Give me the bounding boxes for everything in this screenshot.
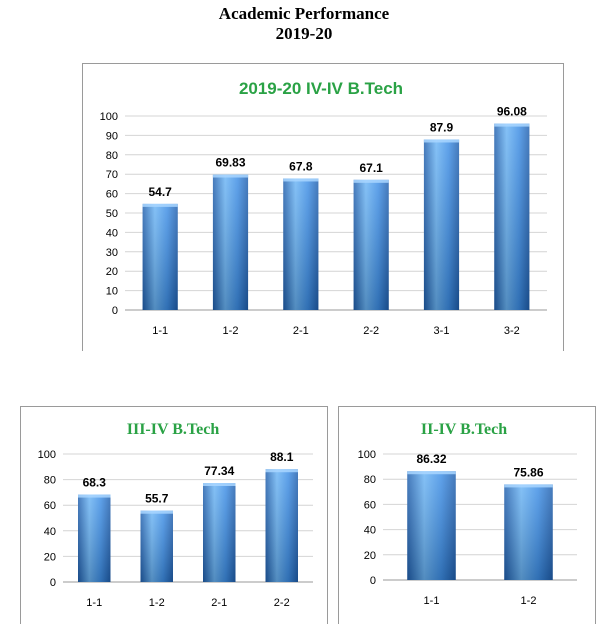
y-tick-label: 100 — [38, 449, 56, 461]
chart-panel-iv-iv: 2019-20 IV-IV B.Tech 0 10 20 30 40 50 60 70 80 90 1… — [82, 63, 564, 351]
x-tick-label: 2-1 — [293, 325, 309, 337]
data-label: 88.1 — [270, 450, 294, 464]
y-tick-label: 70 — [106, 169, 118, 181]
bar-shade — [283, 178, 319, 310]
chart-title: 2019-20 IV-IV B.Tech — [239, 79, 403, 98]
x-tick-label: 3-2 — [504, 325, 520, 337]
bar-shade — [407, 471, 456, 580]
bar-shade — [504, 484, 553, 580]
y-tick-label: 100 — [358, 449, 376, 461]
bar-top — [142, 203, 178, 207]
chart-title: II-IV B.Tech — [421, 421, 507, 438]
y-tick-label: 60 — [364, 499, 376, 511]
y-tick-label: 80 — [364, 474, 376, 486]
bar-shade — [142, 203, 178, 310]
y-tick-label: 80 — [106, 150, 118, 162]
data-label: 77.34 — [204, 464, 234, 478]
data-label: 75.86 — [513, 465, 543, 479]
x-tick-label: 1-1 — [424, 595, 440, 607]
bar-top — [203, 483, 236, 487]
chart-iv-iv: 2019-20 IV-IV B.Tech 0 10 20 30 40 50 60 70 80 90 1… — [100, 79, 547, 337]
bar-shade — [423, 139, 460, 310]
bar-top — [140, 510, 173, 514]
bar-top — [494, 123, 530, 127]
bar-shade — [212, 174, 249, 310]
bar-shade — [265, 469, 298, 582]
x-tick-label: 1-1 — [152, 325, 168, 337]
y-tick-label: 0 — [50, 577, 56, 589]
y-tick-label: 40 — [364, 525, 376, 537]
bar-top — [423, 139, 460, 143]
chart-iii-iv: III-IV B.Tech 0 20 40 60 80 100 68.3 1-1 55.7 1-2 7… — [38, 421, 313, 609]
chart-panel-ii-iv: II-IV B.Tech 0 20 40 60 80 100 86.32 1-1 75.86 1-2 — [338, 406, 596, 624]
chart-ii-iv: II-IV B.Tech 0 20 40 60 80 100 86.32 1-1 75.86 1-2 — [358, 421, 577, 607]
x-tick-label: 1-1 — [86, 597, 102, 609]
bar-top — [212, 174, 249, 178]
data-label: 54.7 — [148, 185, 172, 199]
y-tick-label: 0 — [370, 575, 376, 587]
y-tick-label: 60 — [106, 189, 118, 201]
y-tick-label: 10 — [106, 286, 118, 298]
bar-shade — [494, 123, 530, 310]
bar-top — [265, 469, 298, 473]
y-tick-label: 100 — [100, 111, 118, 123]
data-label: 69.83 — [215, 156, 245, 170]
bar-top — [504, 484, 553, 488]
chart-panel-iii-iv: III-IV B.Tech 0 20 40 60 80 100 68.3 1-1 55.7 1-2 7… — [20, 406, 328, 624]
bar-top — [78, 494, 111, 498]
y-tick-label: 20 — [364, 550, 376, 562]
bar-shade — [353, 179, 389, 310]
bar-shade — [78, 494, 111, 582]
page-subtitle: 2019-20 — [275, 24, 333, 43]
y-tick-label: 90 — [106, 130, 118, 142]
y-tick-label: 30 — [106, 247, 118, 259]
data-label: 96.08 — [497, 105, 527, 119]
y-tick-label: 50 — [106, 208, 118, 220]
y-tick-label: 20 — [106, 266, 118, 278]
x-tick-label: 1-2 — [223, 325, 239, 337]
bar-shade — [203, 483, 236, 582]
y-tick-label: 40 — [44, 526, 56, 538]
data-label: 68.3 — [83, 476, 107, 490]
data-label: 86.32 — [416, 452, 446, 466]
x-tick-label: 2-1 — [211, 597, 227, 609]
x-tick-label: 1-2 — [521, 595, 537, 607]
data-label: 67.8 — [289, 159, 313, 173]
bar-shade — [140, 510, 173, 582]
x-tick-label: 3-1 — [434, 325, 450, 337]
page-title: Academic Performance — [218, 4, 390, 23]
y-tick-label: 40 — [106, 227, 118, 239]
y-tick-label: 60 — [44, 500, 56, 512]
data-label: 67.1 — [359, 161, 383, 175]
chart-title: III-IV B.Tech — [127, 421, 220, 438]
bar-top — [283, 178, 319, 182]
bar-top — [353, 179, 389, 183]
data-label: 55.7 — [145, 492, 169, 506]
y-tick-label: 0 — [112, 305, 118, 317]
y-tick-label: 20 — [44, 551, 56, 563]
x-tick-label: 2-2 — [363, 325, 379, 337]
bar-top — [407, 471, 456, 475]
x-tick-label: 1-2 — [149, 597, 165, 609]
x-tick-label: 2-2 — [274, 597, 290, 609]
data-label: 87.9 — [430, 120, 454, 134]
y-tick-label: 80 — [44, 475, 56, 487]
